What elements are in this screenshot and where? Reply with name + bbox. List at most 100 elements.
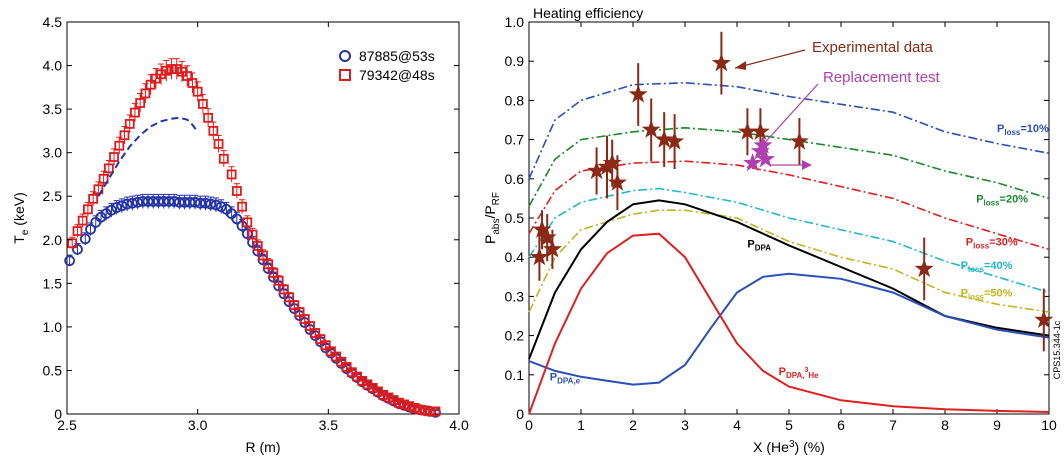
data-point-87885 — [142, 196, 154, 207]
data-point-87885 — [79, 233, 91, 245]
data-point-79342 — [135, 98, 146, 108]
left-y-tick-label: 0 — [54, 406, 62, 422]
data-point-87885 — [163, 196, 175, 207]
right-y-tick-label: 0.1 — [505, 367, 525, 383]
right-chart: 0 1 2 3 4 5 6 7 8 9 10 0 0.1 0.2 0.3 0.4 0.5 0.6 0.7 0.8 0.9… — [482, 5, 1062, 455]
legend-label-87885: 87885@53s — [359, 48, 435, 64]
data-point-87885 — [231, 213, 243, 225]
left-legend: 87885@53s 79342@48s — [339, 48, 435, 83]
experimental-point-star — [537, 227, 557, 246]
left-plot-frame — [66, 21, 460, 415]
right-x-tick-label: 3 — [681, 417, 689, 433]
left-y-tick-label: 4.0 — [43, 58, 63, 74]
experimental-point-star — [607, 172, 627, 191]
replacement-right-arrowhead — [802, 160, 812, 170]
experimental-arrowhead — [735, 61, 746, 70]
data-point-79342 — [72, 226, 83, 236]
data-point-87885 — [200, 197, 211, 209]
right-y-tick-label: 0.6 — [505, 171, 525, 187]
left-y-tick-label: 1.5 — [43, 275, 63, 291]
left-x-tick-label: 4.0 — [449, 417, 469, 433]
series-line-2 — [528, 160, 1050, 251]
legend-marker-square — [339, 69, 351, 81]
data-point-79342 — [315, 334, 326, 344]
data-point-79342 — [420, 405, 430, 416]
replacement-arrow — [759, 83, 819, 149]
data-point-79342 — [109, 152, 119, 162]
data-point-87885 — [184, 196, 196, 208]
data-point-87885 — [64, 255, 76, 267]
series-label-1: Ploss=20% — [976, 193, 1028, 207]
left-y-tick-label: 3.5 — [43, 101, 63, 117]
experimental-data-label: Experimental data — [812, 39, 934, 56]
data-point-87885 — [111, 202, 123, 213]
series-line-5 — [528, 199, 1050, 360]
data-point-79342 — [289, 300, 300, 311]
data-point-79342 — [310, 328, 321, 338]
data-point-79342 — [114, 140, 125, 151]
data-point-79342 — [299, 314, 310, 324]
data-point-79342 — [294, 307, 305, 317]
data-point-79342 — [383, 392, 394, 403]
series-label-4: Ploss=50% — [961, 287, 1013, 301]
data-point-87885 — [72, 243, 83, 255]
data-point-79342 — [197, 98, 208, 109]
data-point-79342 — [252, 240, 263, 251]
side-code-label: CPS15.344-1c — [1052, 320, 1062, 379]
data-point-79342 — [88, 193, 99, 204]
experimental-point-star — [914, 259, 934, 278]
left-y-tick-label: 1.0 — [43, 319, 63, 335]
data-point-87885 — [132, 196, 143, 208]
right-y-tick-label: 0 — [516, 406, 524, 422]
data-point-87885 — [158, 196, 170, 207]
series-label-6: PDPA,e — [550, 372, 581, 386]
data-point-79342 — [305, 321, 315, 331]
experimental-point-star — [654, 129, 674, 148]
experimental-point-star — [532, 219, 552, 238]
data-point-79342 — [119, 130, 130, 141]
right-y-tick-label: 0.9 — [505, 53, 525, 69]
legend-marker-circle — [339, 50, 351, 62]
experimental-point-star — [665, 131, 685, 150]
left-y-tick-label: 4.5 — [43, 14, 63, 30]
experimental-point-star — [789, 131, 809, 150]
data-point-87885 — [153, 196, 164, 207]
left-y-tick-label: 0.5 — [43, 362, 63, 378]
data-point-87885 — [85, 223, 96, 235]
data-point-87885 — [121, 198, 133, 210]
data-point-79342 — [331, 351, 342, 362]
data-point-79342 — [77, 215, 88, 226]
right-x-tick-label: 1 — [577, 417, 585, 433]
data-point-79342 — [187, 78, 198, 88]
data-point-79342 — [103, 163, 114, 174]
data-point-79342 — [414, 404, 425, 415]
experimental-point-star — [1034, 309, 1054, 328]
data-point-79342 — [341, 362, 352, 372]
right-x-tick-label: 4 — [733, 417, 741, 433]
data-point-87885 — [189, 196, 201, 208]
right-chart-title: Heating efficiency — [533, 5, 643, 21]
right-x-tick-label: 8 — [941, 417, 949, 433]
data-point-87885 — [137, 196, 149, 207]
series-line-7 — [528, 232, 1050, 415]
right-y-tick-label: 0.4 — [505, 249, 525, 265]
data-point-79342 — [140, 88, 151, 99]
data-point-79342 — [83, 204, 93, 215]
data-point-79342 — [218, 153, 229, 164]
experimental-point-star — [597, 157, 617, 176]
series-line-6 — [528, 272, 1050, 386]
right-x-tick-label: 6 — [837, 417, 845, 433]
data-point-87885 — [194, 197, 206, 209]
left-x-tick-label: 3.0 — [188, 417, 208, 433]
experimental-point-star — [737, 121, 757, 140]
left-y-tick-label: 2.5 — [43, 188, 63, 204]
experimental-point-star — [628, 84, 648, 103]
data-point-79342 — [161, 65, 172, 76]
data-point-79342 — [430, 406, 441, 417]
experimental-point-star — [542, 239, 562, 258]
data-point-79342 — [326, 346, 336, 357]
data-point-79342 — [124, 119, 135, 129]
data-point-79342 — [226, 169, 237, 180]
replacement-point-star — [743, 153, 763, 172]
